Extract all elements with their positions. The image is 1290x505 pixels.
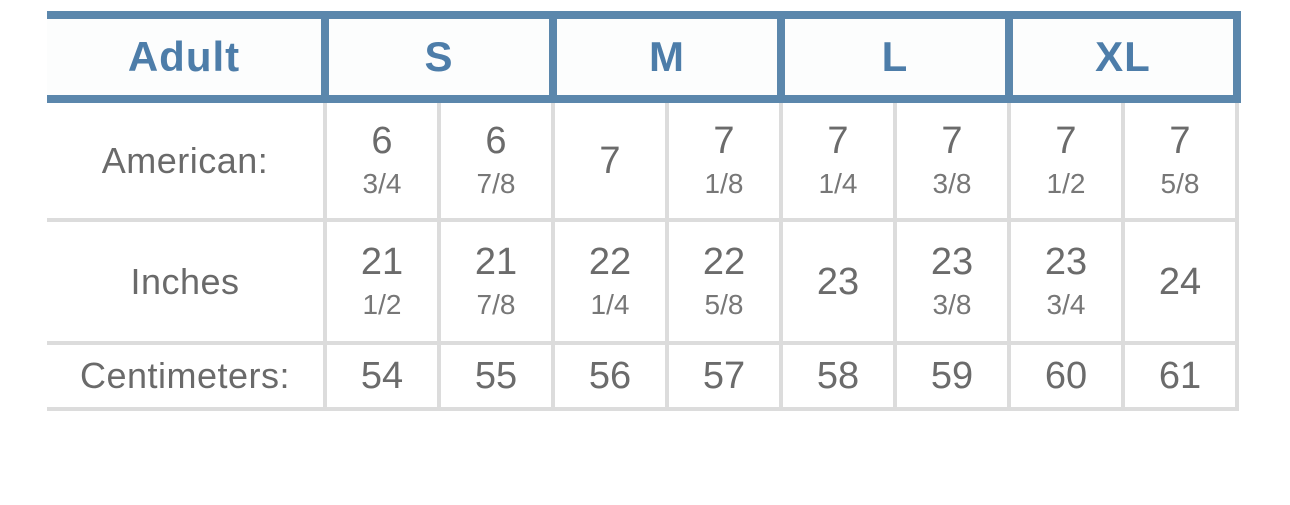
size-cell: 7 1/8 (665, 97, 783, 222)
size-fraction: 1/8 (704, 167, 744, 199)
size-cell: 60 (1007, 341, 1125, 411)
size-value: 6 (371, 119, 393, 162)
size-cell: 22 5/8 (665, 218, 783, 345)
size-cell: 7 (551, 97, 669, 222)
size-cell: 7 1/2 (1007, 97, 1125, 222)
size-cell: 55 (437, 341, 555, 411)
header-cell-m: M (549, 11, 785, 103)
row-label-american: American: (47, 97, 327, 222)
size-cell: 21 1/2 (323, 218, 441, 345)
row-label-inches: Inches (47, 218, 327, 345)
size-value: 57 (702, 355, 746, 397)
size-fraction: 3/4 (1046, 288, 1086, 320)
size-fraction: 1/4 (590, 288, 630, 320)
size-cell: 7 1/4 (779, 97, 897, 222)
size-value: 7 (941, 119, 963, 162)
size-cell: 54 (323, 341, 441, 411)
size-fraction: 5/8 (1160, 167, 1200, 199)
size-value: 23 (1044, 240, 1088, 283)
size-value: 24 (1158, 260, 1202, 303)
size-fraction: 7/8 (476, 288, 516, 320)
size-chart-table: Adult S M L XL American: 6 3/4 6 7/8 7 7 1/… (47, 11, 1241, 411)
size-cell: 57 (665, 341, 783, 411)
size-value: 6 (485, 119, 507, 162)
size-value: 54 (360, 355, 404, 397)
size-value: 22 (702, 240, 746, 283)
header-cell-l: L (777, 11, 1013, 103)
size-cell: 21 7/8 (437, 218, 555, 345)
size-value: 7 (1169, 119, 1191, 162)
size-cell: 59 (893, 341, 1011, 411)
size-cell: 23 3/4 (1007, 218, 1125, 345)
size-cell: 24 (1121, 218, 1239, 345)
header-cell-adult: Adult (47, 11, 329, 103)
size-value: 23 (816, 260, 860, 303)
size-fraction: 5/8 (704, 288, 744, 320)
row-label-text: American: (101, 139, 269, 181)
size-fraction: 3/8 (932, 288, 972, 320)
size-cell: 7 5/8 (1121, 97, 1239, 222)
size-cell: 22 1/4 (551, 218, 669, 345)
table-row-centimeters: Centimeters: 54 55 56 57 58 59 60 61 (47, 341, 1239, 411)
header-cell-xl: XL (1005, 11, 1241, 103)
size-value: 21 (474, 240, 518, 283)
row-label-text: Centimeters: (79, 355, 291, 396)
size-fraction: 7/8 (476, 167, 516, 199)
size-cell: 23 (779, 218, 897, 345)
size-value: 7 (827, 119, 849, 162)
table-row-american: American: 6 3/4 6 7/8 7 7 1/8 7 1/4 7 3/8 7 1/… (47, 97, 1239, 222)
size-value: 55 (474, 355, 518, 397)
size-value: 23 (930, 240, 974, 283)
size-value: 22 (588, 240, 632, 283)
size-value: 21 (360, 240, 404, 283)
size-fraction: 1/4 (818, 167, 858, 199)
size-value: 60 (1044, 355, 1088, 397)
size-fraction: 3/4 (362, 167, 402, 199)
size-fraction: 1/2 (1046, 167, 1086, 199)
size-cell: 6 3/4 (323, 97, 441, 222)
row-label-centimeters: Centimeters: (47, 341, 327, 411)
size-value: 58 (816, 355, 860, 397)
size-cell: 61 (1121, 341, 1239, 411)
size-value: 7 (1055, 119, 1077, 162)
size-fraction: 1/2 (362, 288, 402, 320)
size-cell: 58 (779, 341, 897, 411)
size-cell: 56 (551, 341, 669, 411)
header-cell-s: S (321, 11, 557, 103)
size-cell: 7 3/8 (893, 97, 1011, 222)
size-value: 61 (1158, 355, 1202, 397)
header-row: Adult S M L XL (47, 11, 1241, 103)
size-fraction: 3/8 (932, 167, 972, 199)
size-value: 59 (930, 355, 974, 397)
size-value: 7 (599, 139, 621, 182)
size-cell: 6 7/8 (437, 97, 555, 222)
size-cell: 23 3/8 (893, 218, 1011, 345)
size-value: 56 (588, 355, 632, 397)
table-row-inches: Inches 21 1/2 21 7/8 22 1/4 22 5/8 23 23 3/8 … (47, 218, 1239, 345)
row-label-text: Inches (130, 260, 240, 302)
size-value: 7 (713, 119, 735, 162)
